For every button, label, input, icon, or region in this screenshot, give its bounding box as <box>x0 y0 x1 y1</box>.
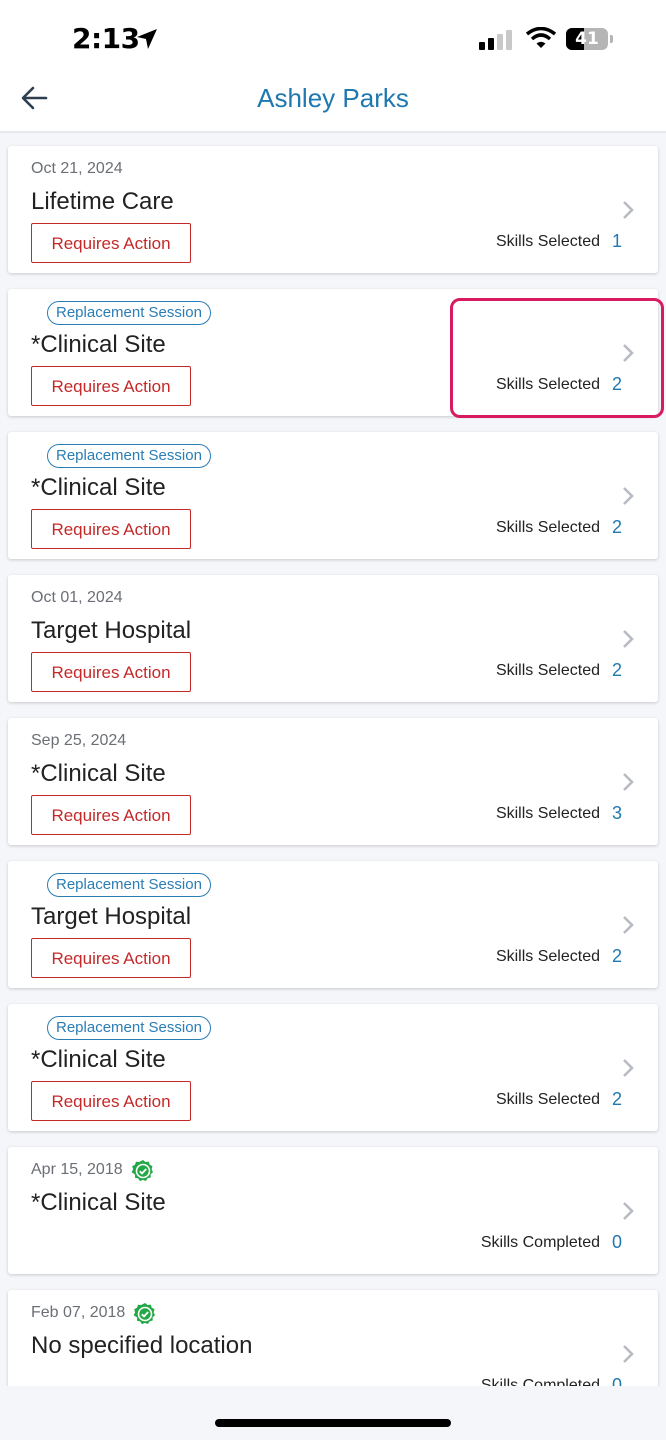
skills-label: Skills Selected <box>495 1091 600 1108</box>
skills-label: Skills Selected <box>495 948 600 965</box>
battery-level: 41 <box>575 29 599 49</box>
skills-count: 1 <box>612 231 623 251</box>
chevron-right-icon[interactable] <box>620 484 636 508</box>
session-location: *Clinical Site <box>31 760 166 787</box>
replacement-session-badge: Replacement Session <box>47 873 211 897</box>
session-card[interactable]: Replacement Session *Clinical Site Require… <box>8 1004 658 1131</box>
chevron-right-icon[interactable] <box>620 770 636 794</box>
session-location: *Clinical Site <box>31 474 166 501</box>
chevron-right-icon[interactable] <box>620 1056 636 1080</box>
session-date: Feb 07, 2018 <box>31 1304 126 1321</box>
verified-badge-icon <box>131 1160 153 1182</box>
requires-action-button[interactable]: Requires Action <box>31 366 191 406</box>
skills-count: 0 <box>612 1375 623 1386</box>
skills-count: 3 <box>612 803 623 823</box>
session-date: Sep 25, 2024 <box>31 732 127 749</box>
nav-bar: Ashley Parks <box>0 75 666 133</box>
chevron-right-icon[interactable] <box>620 341 636 365</box>
battery-icon: 41 <box>566 28 608 50</box>
session-card[interactable]: Replacement Session Target Hospital Requir… <box>8 861 658 988</box>
skills-count: 2 <box>612 517 623 537</box>
chevron-right-icon[interactable] <box>620 198 636 222</box>
session-card[interactable]: Feb 07, 2018 No specified location Skills … <box>8 1290 658 1386</box>
replacement-session-badge: Replacement Session <box>47 444 211 468</box>
chevron-right-icon[interactable] <box>620 1342 636 1366</box>
session-location: Lifetime Care <box>31 188 174 215</box>
session-card[interactable]: Oct 21, 2024 Lifetime Care Requires Action… <box>8 146 658 273</box>
arrow-left-icon[interactable] <box>18 81 52 115</box>
replacement-session-badge: Replacement Session <box>47 301 211 325</box>
page-title: Ashley Parks <box>257 83 409 113</box>
session-card[interactable]: Sep 25, 2024 *Clinical Site Requires Actio… <box>8 718 658 845</box>
session-location: Target Hospital <box>31 903 192 930</box>
skills-count: 2 <box>612 660 623 680</box>
skills-label: Skills Selected <box>495 805 600 822</box>
verified-badge-icon <box>133 1303 155 1325</box>
session-location: Target Hospital <box>31 617 192 644</box>
session-card[interactable]: Replacement Session *Clinical Site Require… <box>8 289 658 416</box>
requires-action-button[interactable]: Requires Action <box>31 223 191 263</box>
battery-cap <box>610 35 613 43</box>
requires-action-button[interactable]: Requires Action <box>31 652 191 692</box>
chevron-right-icon[interactable] <box>620 1199 636 1223</box>
requires-action-button[interactable]: Requires Action <box>31 938 191 978</box>
session-date: Oct 21, 2024 <box>31 160 123 177</box>
requires-action-button[interactable]: Requires Action <box>31 795 191 835</box>
session-card[interactable]: Apr 15, 2018 *Clinical Site Skills Complet… <box>8 1147 658 1274</box>
skills-label: Skills Completed <box>480 1377 600 1386</box>
session-card[interactable]: Replacement Session *Clinical Site Require… <box>8 432 658 559</box>
status-bar: 2:13 41 <box>0 0 666 75</box>
requires-action-button[interactable]: Requires Action <box>31 1081 191 1121</box>
session-date: Apr 15, 2018 <box>31 1161 123 1178</box>
skills-count: 2 <box>612 946 623 966</box>
chevron-right-icon[interactable] <box>620 913 636 937</box>
skills-label: Skills Selected <box>495 519 600 536</box>
session-location: *Clinical Site <box>31 331 166 358</box>
session-location: *Clinical Site <box>31 1189 166 1216</box>
status-time: 2:13 <box>72 22 140 55</box>
skills-label: Skills Selected <box>495 662 600 679</box>
location-arrow-icon <box>137 29 157 49</box>
session-card[interactable]: Oct 01, 2024 Target Hospital Requires Acti… <box>8 575 658 702</box>
skills-label: Skills Completed <box>480 1234 600 1251</box>
skills-count: 0 <box>612 1232 623 1252</box>
session-location: No specified location <box>31 1332 253 1359</box>
skills-label: Skills Selected <box>495 376 600 393</box>
skills-count: 2 <box>612 1089 623 1109</box>
session-date: Oct 01, 2024 <box>31 589 123 606</box>
skills-count: 2 <box>612 374 623 394</box>
skills-label: Skills Selected <box>495 233 600 250</box>
replacement-session-badge: Replacement Session <box>47 1016 211 1040</box>
session-list[interactable]: Oct 21, 2024 Lifetime Care Requires Action… <box>0 133 666 1386</box>
wifi-icon <box>526 27 556 48</box>
requires-action-button[interactable]: Requires Action <box>31 509 191 549</box>
chevron-right-icon[interactable] <box>620 627 636 651</box>
home-indicator[interactable] <box>215 1419 451 1427</box>
session-location: *Clinical Site <box>31 1046 166 1073</box>
signal-icon <box>479 30 512 50</box>
